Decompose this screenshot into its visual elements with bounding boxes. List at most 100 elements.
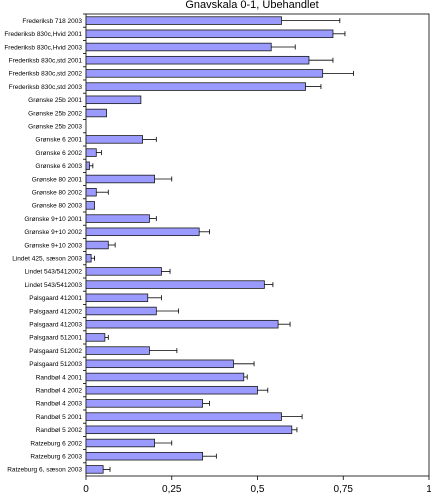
x-tick-label: 0,75 — [334, 484, 354, 495]
category-label: Palsgaard 412001 — [29, 295, 82, 302]
category-label: Grønske 9+10 2001 — [24, 216, 82, 223]
category-label: Ratzeburg 6, sæson 2003 — [7, 467, 82, 474]
error-bar — [91, 255, 95, 261]
bar — [85, 82, 306, 91]
error-bar — [281, 414, 303, 420]
category-label: Frederiksb 830c,std 2002 — [9, 71, 83, 78]
category-label: Palsgaard 512001 — [29, 335, 82, 342]
bar — [85, 280, 265, 289]
bar — [85, 359, 234, 369]
bar — [85, 135, 143, 144]
x-tick-label: 0,5 — [251, 484, 265, 495]
error-bar — [103, 466, 111, 472]
error-bar — [104, 334, 109, 340]
bar — [85, 346, 150, 355]
error-bar — [147, 295, 162, 301]
category-label: Grønske 9+10 2002 — [24, 229, 82, 236]
error-bar — [154, 176, 173, 182]
bar — [85, 412, 282, 421]
bar — [85, 240, 109, 250]
error-bar — [199, 229, 210, 235]
category-label: Grønske 80 2001 — [32, 176, 83, 183]
category-label: Randbøl 5 2001 — [36, 414, 83, 421]
error-bar — [142, 136, 157, 142]
category-label: Frederiksb 718 2003 — [22, 18, 82, 25]
bar — [85, 451, 204, 461]
category-label: Grønske 6 2002 — [35, 150, 82, 157]
error-bar — [89, 163, 94, 169]
bar — [85, 425, 293, 435]
bar — [85, 465, 104, 474]
bar — [85, 148, 97, 157]
error-bar — [96, 150, 102, 156]
category-label: Grønske 25b 2003 — [28, 124, 82, 131]
category-label: Grønske 80 2002 — [32, 190, 83, 197]
bar — [85, 201, 95, 210]
error-bar — [202, 453, 217, 459]
bar — [85, 161, 90, 171]
category-label: Lindet 543/5412002 — [25, 269, 83, 276]
error-bar — [322, 70, 354, 76]
category-label: Randbøl 4 2002 — [36, 388, 83, 395]
error-bar — [108, 242, 116, 248]
error-bar — [96, 189, 109, 195]
bar — [85, 16, 282, 25]
category-label: Randbøl 4 2003 — [36, 401, 83, 408]
bar — [85, 174, 155, 184]
category-label: Ratzeburg 6 2002 — [30, 440, 82, 447]
bar — [85, 108, 107, 118]
chart-title: Gnavskala 0-1, Ubehandlet — [185, 0, 318, 11]
error-bar — [291, 427, 298, 433]
bar — [85, 385, 258, 395]
category-label: Grønske 25b 2001 — [28, 97, 82, 104]
bar — [85, 399, 204, 408]
category-label: Frederiksb 830c,std 2001 — [9, 58, 83, 65]
bar — [85, 187, 97, 197]
bar — [85, 214, 150, 223]
error-bar — [149, 348, 178, 354]
error-bar — [278, 321, 291, 327]
error-bar — [154, 440, 173, 446]
category-label: Frederiksb 830c,std 2003 — [9, 84, 83, 91]
category-label: Grønske 80 2003 — [32, 203, 83, 210]
error-bar — [257, 387, 269, 393]
error-bars-layer — [89, 18, 354, 472]
bar — [85, 227, 200, 237]
bar — [85, 438, 155, 448]
error-bar — [332, 31, 346, 37]
error-bar — [202, 400, 210, 406]
category-label: Grønske 6 2003 — [35, 163, 82, 170]
x-tick-label: 1 — [426, 484, 431, 495]
error-bar — [161, 268, 171, 274]
bar — [85, 29, 334, 39]
category-label: Randbøl 4 2001 — [36, 374, 83, 381]
category-label: Frederiksb 830c,Hvid 2003 — [4, 44, 82, 51]
category-label: Palsgaard 512002 — [29, 348, 82, 355]
category-label: Randbøl 5 2002 — [36, 427, 83, 434]
error-bar — [271, 44, 296, 50]
bar — [85, 69, 324, 78]
error-bar — [264, 282, 274, 288]
error-bar — [233, 361, 255, 367]
bar — [85, 253, 92, 263]
error-bar — [305, 84, 322, 90]
x-tick-label: 0,25 — [162, 484, 182, 495]
category-label: Lindet 425, sæson 2003 — [12, 256, 82, 263]
x-axis: 0 0,25 0,5 0,75 1 — [83, 476, 431, 495]
category-label: Ratzeburg 6 2003 — [30, 454, 82, 461]
error-bar — [243, 374, 248, 380]
error-bar — [281, 18, 341, 24]
category-label: Frederiksb 830c,Hvid 2001 — [4, 31, 82, 38]
bar — [85, 267, 162, 276]
category-label: Lindet 543/5412003 — [25, 282, 83, 289]
bar — [85, 319, 279, 329]
bar — [85, 333, 106, 342]
bar — [85, 95, 142, 105]
bar — [85, 372, 245, 382]
category-label: Palsgaard 412002 — [29, 308, 82, 315]
x-tick-label: 0 — [83, 484, 89, 495]
error-bar — [156, 308, 180, 314]
category-label: Grønske 6 2001 — [35, 137, 82, 144]
bar — [85, 55, 310, 65]
